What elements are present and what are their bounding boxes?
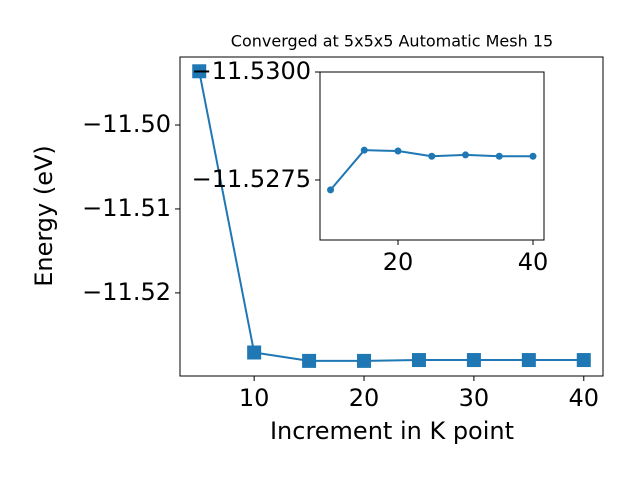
y-tick-label: −11.51: [82, 194, 171, 222]
y-axis-label: Energy (eV): [30, 145, 58, 287]
chart-title: Converged at 5x5x5 Automatic Mesh 15: [231, 32, 553, 51]
x-axis-label: Increment in K point: [270, 417, 514, 445]
x-tick-label: 30: [459, 384, 490, 412]
marker: [357, 353, 372, 368]
marker: [360, 146, 368, 154]
x-tick-label: 20: [349, 384, 380, 412]
x-tick-label: 40: [568, 384, 599, 412]
marker: [521, 353, 536, 368]
marker: [529, 152, 537, 160]
marker: [394, 147, 402, 155]
marker: [247, 345, 262, 360]
x-tick-label: 20: [383, 248, 414, 276]
marker: [411, 353, 426, 368]
x-tick-label: 40: [518, 248, 549, 276]
data-line: [198, 71, 584, 362]
marker: [302, 353, 317, 368]
marker: [327, 186, 335, 194]
marker: [462, 151, 470, 159]
y-tick-label: −11.50: [82, 110, 171, 138]
marker: [428, 152, 436, 160]
x-tick-label: 10: [239, 384, 270, 412]
y-tick-label: −11.52: [82, 278, 171, 306]
marker: [495, 152, 503, 160]
y-tick-label: −11.5275: [192, 165, 311, 193]
marker: [576, 353, 591, 368]
marker: [466, 353, 481, 368]
plot-frame: [319, 71, 545, 241]
marker: [192, 64, 207, 79]
plot-frame: [179, 56, 604, 377]
y-tick-label: −11.5300: [192, 57, 311, 85]
